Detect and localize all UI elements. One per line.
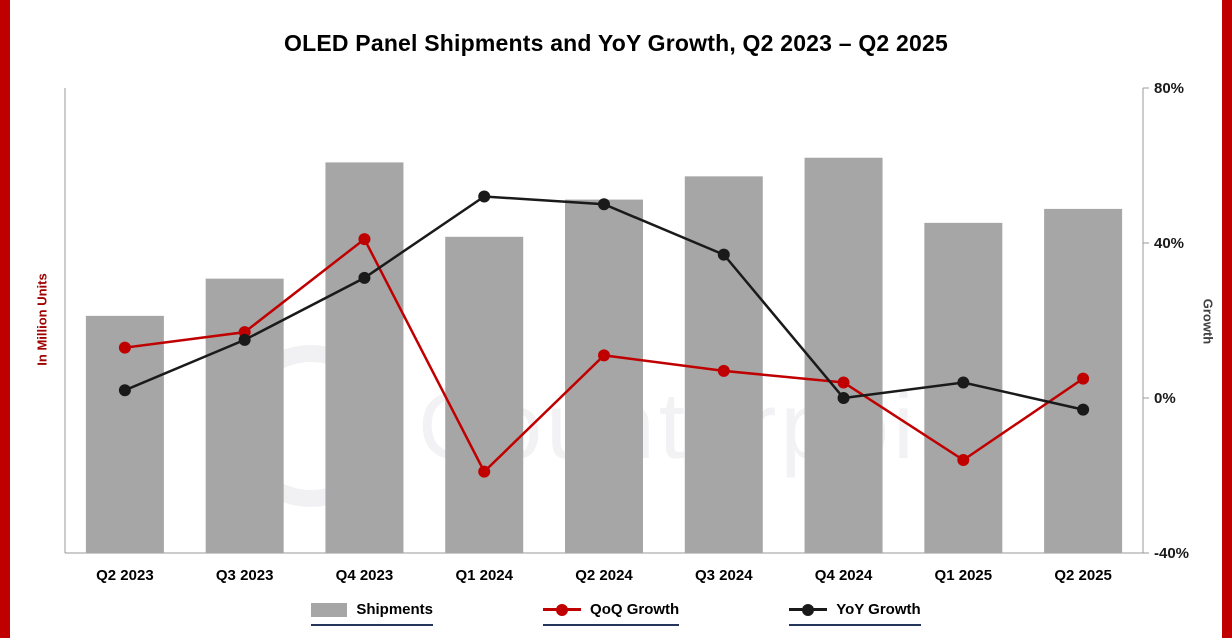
yoy-growth-point (717, 248, 730, 261)
right-axis-tick-label: 0% (1154, 390, 1176, 407)
shipments-bar (804, 157, 883, 553)
yoy-growth-point (118, 384, 131, 397)
qoq-growth-point (478, 465, 491, 478)
legend-label-qoq-growth: QoQ Growth (590, 601, 680, 618)
qoq-growth-point (358, 233, 371, 246)
qoq-dot-glyph (556, 603, 569, 616)
legend-label-yoy-growth: YoY Growth (836, 601, 921, 618)
x-axis-label: Q2 2024 (575, 567, 633, 584)
right-axis-tick-label: 40% (1154, 235, 1184, 252)
qoq-growth-point (118, 341, 131, 354)
yoy-growth-point (598, 198, 610, 211)
yoy-growth-point (957, 376, 970, 389)
qoq-growth-point (957, 454, 970, 466)
right-axis-tick-label: 80% (1154, 80, 1184, 97)
x-axis-label: Q2 2025 (1054, 567, 1112, 584)
legend: Shipments QoQ Growth YoY Growth (0, 601, 1232, 626)
right-axis-tick-label: -40% (1154, 545, 1189, 562)
shipments-bar (85, 315, 164, 553)
qoq-growth-point (837, 376, 850, 389)
yoy-growth-point (478, 190, 491, 203)
qoq-growth-point (717, 364, 730, 377)
shipments-swatch-icon (311, 602, 348, 617)
qoq-growth-point (598, 349, 610, 362)
yoy-dot-glyph (802, 603, 815, 616)
x-axis-label: Q1 2024 (455, 567, 513, 584)
yoy-growth-point (1077, 403, 1090, 416)
x-axis-label: Q4 2023 (336, 567, 394, 584)
yoy-growth-point (837, 392, 850, 404)
right-red-border (1222, 0, 1232, 638)
legend-item-qoq-growth: QoQ Growth (543, 601, 680, 626)
right-axis-title: Growth (1200, 298, 1216, 345)
shipments-bar (684, 176, 763, 553)
left-red-border (0, 0, 10, 638)
x-axis-label: Q1 2025 (935, 567, 993, 584)
qoq-growth-point (1077, 372, 1090, 385)
legend-item-yoy-growth: YoY Growth (789, 601, 921, 626)
left-axis-title: In Million Units (34, 273, 50, 366)
chart-title: OLED Panel Shipments and YoY Growth, Q2 … (284, 30, 948, 56)
yoy-growth-point (238, 333, 251, 346)
shipments-bar (565, 199, 643, 553)
x-axis-label: Q3 2024 (695, 567, 753, 584)
x-axis-label: Q4 2024 (815, 567, 873, 584)
legend-label-shipments: Shipments (356, 601, 434, 618)
legend-item-shipments: Shipments (311, 601, 434, 626)
x-axis-label: Q3 2023 (216, 567, 274, 584)
shipments-bar (445, 236, 524, 554)
x-axis-label: Q2 2023 (96, 567, 154, 584)
yoy-growth-point (358, 271, 371, 284)
qoq-growth-swatch-icon (543, 603, 582, 617)
shipments-bar (205, 278, 284, 553)
yoy-growth-swatch-icon (789, 603, 828, 617)
shipments-bar (325, 162, 404, 553)
